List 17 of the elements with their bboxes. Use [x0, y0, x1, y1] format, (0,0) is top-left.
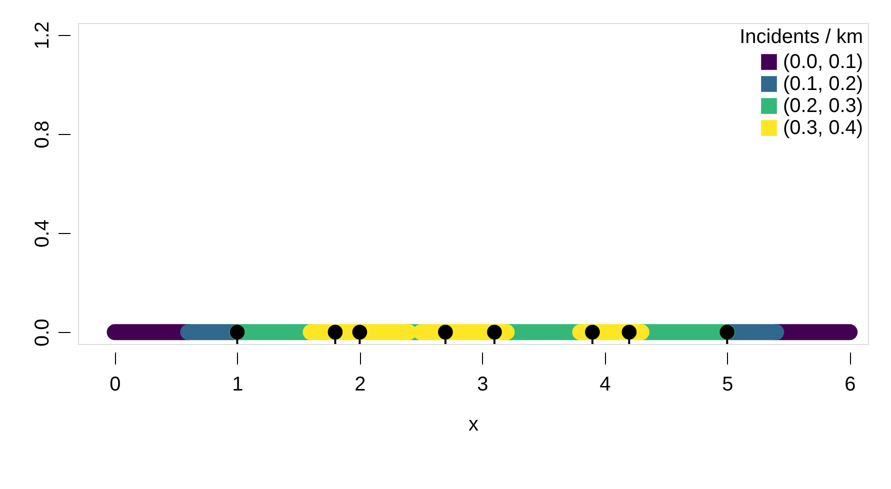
x-tick-label: 3: [477, 374, 488, 396]
legend-label: (0.3, 0.4): [783, 117, 864, 139]
legend-title: Incidents / km: [740, 26, 863, 48]
y-tick-label: 0.8: [32, 120, 54, 148]
legend-label: (0.0, 0.1): [783, 51, 864, 73]
legend-label: (0.1, 0.2): [783, 73, 864, 95]
y-tick-label: 1.2: [32, 21, 54, 50]
x-axis-title: x: [468, 414, 478, 436]
y-tick-label: 0.0: [32, 318, 54, 347]
x-tick-label: 0: [110, 374, 121, 396]
legend-label: (0.2, 0.3): [783, 95, 864, 117]
x-tick-label: 4: [600, 374, 611, 396]
x-tick-label: 5: [722, 374, 734, 396]
x-tick-label: 1: [232, 374, 244, 396]
x-tick-label: 2: [354, 374, 366, 396]
x-tick-label: 6: [844, 374, 856, 396]
y-tick-label: 0.4: [32, 220, 54, 248]
